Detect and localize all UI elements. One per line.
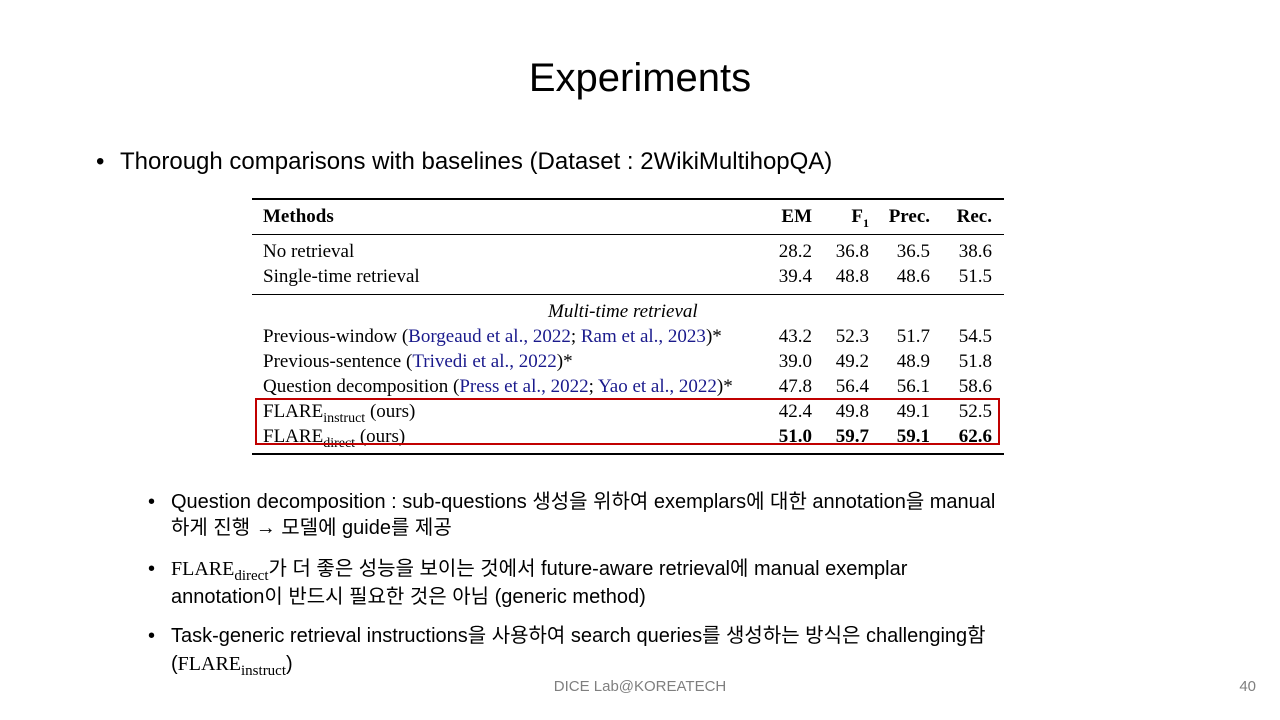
row-method: Previous-window (Borgeaud et al., 2022; … bbox=[263, 326, 722, 347]
row-method: FLAREinstruct (ours) bbox=[263, 401, 416, 426]
note-3-line-2: (FLAREinstruct) bbox=[171, 653, 293, 679]
main-bullet-text: Thorough comparisons with baselines (Dat… bbox=[120, 148, 833, 175]
note-2-line-1: FLAREdirect가 더 좋은 성능을 보이는 것에서 future-awa… bbox=[171, 558, 908, 584]
page-number: 40 bbox=[1239, 678, 1256, 695]
row-em: 51.0 bbox=[778, 426, 812, 447]
row-em: 39.4 bbox=[778, 266, 812, 287]
row-prec: 36.5 bbox=[896, 241, 930, 262]
note-3-line-1: Task-generic retrieval instructions을 사용하… bbox=[171, 625, 986, 647]
table-bottom-rule bbox=[252, 453, 1004, 455]
footer-lab: DICE Lab@KOREATECH bbox=[553, 678, 727, 695]
row-em: 43.2 bbox=[778, 326, 812, 347]
row-f1: 52.3 bbox=[835, 326, 869, 347]
row-f1: 49.2 bbox=[835, 351, 869, 372]
row-rec: 38.6 bbox=[958, 241, 992, 262]
row-prec: 56.1 bbox=[896, 376, 930, 397]
row-prec: 51.7 bbox=[896, 326, 930, 347]
citation-link[interactable]: Press et al., 2022 bbox=[459, 376, 589, 397]
slide-title: Experiments bbox=[528, 56, 752, 100]
main-bullet: • Thorough comparisons with baselines (Da… bbox=[96, 148, 832, 176]
header-rec: Rec. bbox=[956, 206, 992, 227]
section-label: Multi-time retrieval bbox=[548, 301, 698, 322]
row-em: 28.2 bbox=[778, 241, 812, 262]
note-2-line-2: annotation이 반드시 필요한 것은 아님 (generic metho… bbox=[171, 586, 646, 608]
bullet-marker: • bbox=[96, 148, 105, 175]
header-f1: F1 bbox=[851, 206, 869, 230]
row-method: Question decomposition (Press et al., 20… bbox=[263, 376, 733, 397]
row-f1: 48.8 bbox=[835, 266, 869, 287]
results-table: Methods EM F1 Prec. Rec. No retrieval 28… bbox=[252, 198, 1004, 455]
row-rec: 51.8 bbox=[958, 351, 992, 372]
highlight-box bbox=[255, 398, 1000, 445]
row-rec: 54.5 bbox=[958, 326, 992, 347]
table-top-rule bbox=[252, 198, 1004, 200]
row-f1: 49.8 bbox=[835, 401, 869, 422]
citation-link[interactable]: Borgeaud et al., 2022 bbox=[408, 326, 571, 347]
row-em: 47.8 bbox=[778, 376, 812, 397]
row-method: Single-time retrieval bbox=[263, 266, 420, 287]
row-f1: 36.8 bbox=[835, 241, 869, 262]
citation-link[interactable]: Ram et al., 2023 bbox=[580, 326, 706, 347]
row-method: Previous-sentence (Trivedi et al., 2022)… bbox=[263, 351, 573, 372]
row-rec: 62.6 bbox=[958, 426, 992, 447]
row-rec: 52.5 bbox=[958, 401, 992, 422]
row-prec: 48.9 bbox=[896, 351, 930, 372]
citation-link[interactable]: Yao et al., 2022 bbox=[597, 376, 717, 397]
row-prec: 48.6 bbox=[896, 266, 930, 287]
row-em: 42.4 bbox=[778, 401, 812, 422]
note-1-line-2: 하게 진행 → 모델에 guide를 제공 bbox=[171, 517, 452, 539]
header-methods: Methods bbox=[263, 206, 334, 227]
bullet-marker: • bbox=[148, 625, 156, 647]
row-prec: 49.1 bbox=[896, 401, 930, 422]
header-em: EM bbox=[781, 206, 812, 227]
citation-link[interactable]: Trivedi et al., 2022 bbox=[412, 351, 557, 372]
header-prec: Prec. bbox=[888, 206, 930, 227]
row-f1: 59.7 bbox=[835, 426, 869, 447]
row-rec: 51.5 bbox=[958, 266, 992, 287]
row-rec: 58.6 bbox=[958, 376, 992, 397]
table-section-rule bbox=[252, 294, 1004, 295]
table-header-rule bbox=[252, 234, 1004, 235]
row-method: No retrieval bbox=[263, 241, 355, 262]
row-prec: 59.1 bbox=[896, 426, 930, 447]
bullet-marker: • bbox=[148, 558, 156, 580]
note-1-line-1: Question decomposition : sub-questions 생… bbox=[171, 491, 996, 513]
row-f1: 56.4 bbox=[835, 376, 869, 397]
row-em: 39.0 bbox=[778, 351, 812, 372]
bullet-marker: • bbox=[148, 491, 156, 513]
